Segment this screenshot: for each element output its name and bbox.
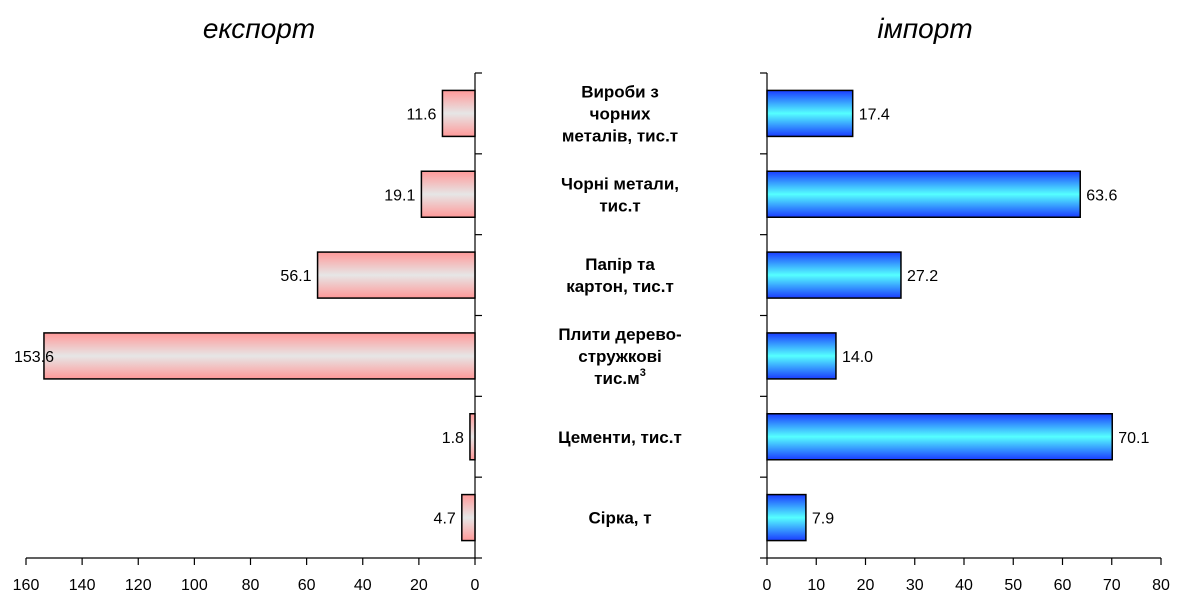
import-panel: 0 10 20 30 40 50 60 70 80 17.4 63.6 27.2 14.0 70.1 7.9	[760, 72, 1170, 594]
category-label-line: картон, тис.т	[566, 277, 674, 296]
category-label-line: Плити дерево-	[558, 325, 681, 344]
export-value-label: 153.6	[14, 349, 54, 366]
import-bar	[766, 332, 837, 380]
export-bar	[461, 493, 476, 542]
import-tick-label: 60	[1054, 577, 1072, 594]
import-bar	[766, 89, 854, 138]
import-tick-label: 30	[906, 577, 924, 594]
export-value-label: 1.8	[442, 430, 464, 447]
export-tick-label: 40	[354, 577, 372, 594]
export-panel: 0 20 40 60 80 100 120 140 160 11.6 19.1 56.1 153.6 1.…	[13, 72, 482, 594]
category-label-line: Цементи, тис.т	[558, 428, 682, 447]
export-bar	[469, 413, 476, 461]
export-bar	[43, 332, 476, 380]
export-tick-label: 80	[242, 577, 260, 594]
category-label-line: Вироби з	[581, 82, 659, 101]
import-tick-label: 40	[955, 577, 973, 594]
export-value-label: 56.1	[280, 268, 311, 285]
category-label: Вироби з чорних металів, тис.т	[562, 82, 678, 145]
import-tick-label: 20	[857, 577, 875, 594]
export-value-label: 11.6	[406, 106, 436, 123]
import-tick-label: 10	[807, 577, 825, 594]
export-tick-label: 140	[69, 577, 96, 594]
category-label-line: Чорні метали,	[561, 174, 679, 193]
category-label: Цементи, тис.т	[558, 428, 682, 447]
category-label: Папір та картон, тис.т	[566, 255, 674, 296]
export-tick-label: 0	[471, 577, 480, 594]
category-label: Чорні метали, тис.т	[561, 174, 679, 215]
import-value-label: 14.0	[842, 349, 873, 366]
import-tick-label: 80	[1152, 577, 1170, 594]
category-label-line: металів, тис.т	[562, 126, 678, 145]
category-labels: Вироби з чорних металів, тис.т Чорні метали…	[558, 82, 682, 527]
titles-layer: експорт імпорт	[203, 13, 973, 44]
export-title: експорт	[203, 13, 315, 44]
import-title: імпорт	[877, 13, 972, 44]
import-tick-label: 50	[1004, 577, 1022, 594]
category-label-superscript: 3	[640, 367, 646, 379]
import-bar	[766, 251, 902, 299]
import-tick-label: 0	[763, 577, 772, 594]
category-label-line: тис.т	[599, 196, 640, 215]
category-label-line: стружкові	[578, 347, 662, 366]
export-tick-label: 160	[13, 577, 40, 594]
category-label-line: чорних	[590, 104, 651, 123]
export-bar	[316, 251, 476, 299]
export-tick-label: 60	[298, 577, 316, 594]
category-label-line: тис.м3	[594, 367, 646, 388]
export-bar	[441, 89, 476, 138]
export-tick-label: 120	[125, 577, 152, 594]
category-label: Сірка, т	[588, 509, 651, 528]
import-value-label: 63.6	[1086, 187, 1117, 204]
category-label-line: Папір та	[585, 255, 655, 274]
export-value-label: 19.1	[384, 187, 415, 204]
import-value-label: 70.1	[1118, 430, 1149, 447]
category-label-line: Сірка, т	[588, 509, 651, 528]
import-bar	[766, 413, 1113, 461]
import-value-label: 27.2	[907, 268, 938, 285]
import-tick-label: 70	[1103, 577, 1121, 594]
export-tick-label: 20	[410, 577, 428, 594]
export-bar	[420, 170, 476, 218]
import-bar	[766, 493, 807, 542]
export-value-label: 4.7	[434, 511, 456, 528]
import-bar	[766, 170, 1081, 218]
import-value-label: 7.9	[812, 511, 834, 528]
export-tick-label: 100	[181, 577, 208, 594]
import-value-label: 17.4	[859, 106, 890, 123]
